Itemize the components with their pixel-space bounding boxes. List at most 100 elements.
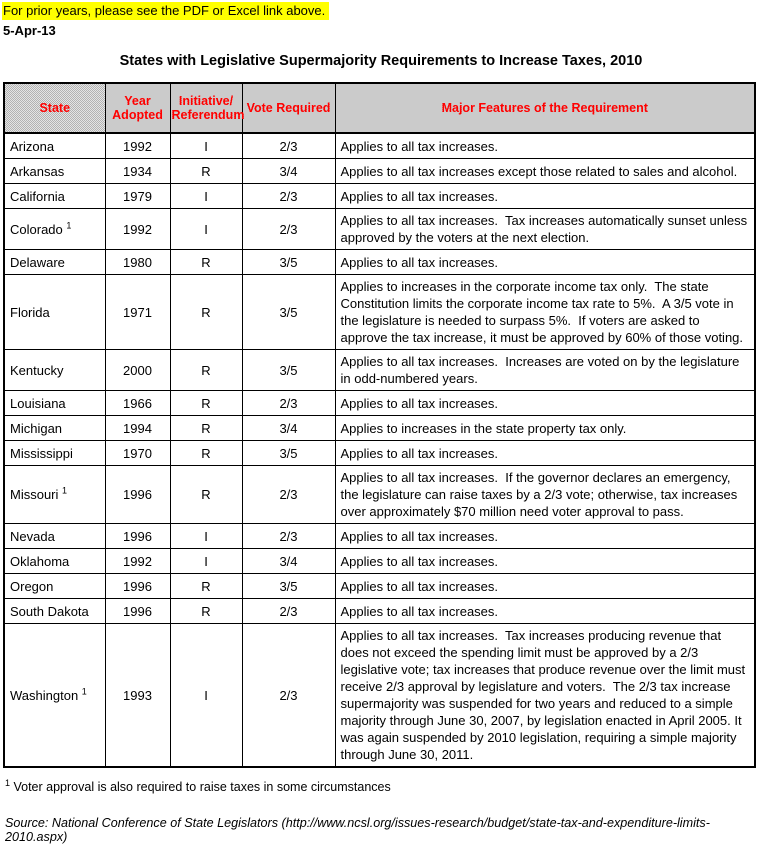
initiative-referendum-cell: R [169, 440, 243, 466]
table-row: Washington 1 1993 I 2/3 Applies to all tax i… [3, 623, 756, 768]
major-features-cell: Applies to all tax increases. [334, 548, 756, 574]
vote-required-cell: 3/4 [241, 158, 336, 184]
year-adopted-cell: 1996 [104, 465, 171, 524]
column-header-vote-required: Vote Required [241, 82, 336, 134]
year-adopted-cell: 1996 [104, 523, 171, 549]
vote-required-cell: 3/5 [241, 573, 336, 599]
table-row: South Dakota 1996 R 2/3 Applies to all tax i… [3, 598, 756, 624]
initiative-referendum-cell: I [169, 208, 243, 250]
state-cell: Missouri 1 [3, 465, 106, 524]
table-row: Florida 1971 R 3/5 Applies to increases in t… [3, 274, 756, 350]
major-features-cell: Applies to increases in the corporate in… [334, 274, 756, 350]
major-features-cell: Applies to all tax increases. If the gov… [334, 465, 756, 524]
page-title: States with Legislative Supermajority Re… [119, 53, 643, 69]
table-row: California 1979 I 2/3 Applies to all tax inc… [3, 183, 756, 209]
date-label: 5-Apr-13 [3, 23, 56, 38]
vote-required-cell: 2/3 [241, 523, 336, 549]
year-adopted-cell: 1994 [104, 415, 171, 441]
initiative-referendum-cell: R [169, 349, 243, 391]
state-cell: Arkansas [3, 158, 106, 184]
initiative-referendum-cell: R [169, 465, 243, 524]
vote-required-cell: 3/4 [241, 548, 336, 574]
year-adopted-cell: 1980 [104, 249, 171, 275]
major-features-cell: Applies to all tax increases. Tax increa… [334, 623, 756, 768]
table-row: Colorado 1 1992 I 2/3 Applies to all tax inc… [3, 208, 756, 250]
state-cell: Delaware [3, 249, 106, 275]
state-cell: Florida [3, 274, 106, 350]
state-cell: Oklahoma [3, 548, 106, 574]
table-row: Arizona 1992 I 2/3 Applies to all tax increa… [3, 132, 756, 159]
vote-required-cell: 2/3 [241, 465, 336, 524]
table-row: Louisiana 1966 R 2/3 Applies to all tax incr… [3, 390, 756, 416]
major-features-cell: Applies to all tax increases except thos… [334, 158, 756, 184]
major-features-cell: Applies to all tax increases. [334, 523, 756, 549]
state-cell: Arizona [3, 132, 106, 159]
major-features-cell: Applies to all tax increases. Tax increa… [334, 208, 756, 250]
vote-required-cell: 2/3 [241, 183, 336, 209]
table-row: Delaware 1980 R 3/5 Applies to all tax incre… [3, 249, 756, 275]
initiative-referendum-cell: I [169, 523, 243, 549]
initiative-referendum-cell: I [169, 183, 243, 209]
footnote-marker: 1 [5, 777, 11, 788]
major-features-cell: Applies to all tax increases. [334, 183, 756, 209]
table-header: State Year Adopted Initiative/ Referendu… [3, 82, 756, 134]
table-row: Kentucky 2000 R 3/5 Applies to all tax incre… [3, 349, 756, 391]
vote-required-cell: 3/5 [241, 274, 336, 350]
major-features-cell: Applies to all tax increases. [334, 573, 756, 599]
year-adopted-cell: 1992 [104, 132, 171, 159]
year-adopted-cell: 1966 [104, 390, 171, 416]
table-row: Missouri 1 1996 R 2/3 Applies to all tax inc… [3, 465, 756, 524]
major-features-cell: Applies to increases in the state proper… [334, 415, 756, 441]
year-adopted-cell: 1996 [104, 598, 171, 624]
initiative-referendum-cell: R [169, 158, 243, 184]
state-cell: California [3, 183, 106, 209]
year-adopted-cell: 1992 [104, 208, 171, 250]
state-cell: Colorado 1 [3, 208, 106, 250]
initiative-referendum-cell: I [169, 548, 243, 574]
state-cell: Kentucky [3, 349, 106, 391]
vote-required-cell: 2/3 [241, 598, 336, 624]
state-cell: Mississippi [3, 440, 106, 466]
vote-required-cell: 2/3 [241, 208, 336, 250]
vote-required-cell: 3/4 [241, 415, 336, 441]
state-cell: Nevada [3, 523, 106, 549]
year-adopted-cell: 1971 [104, 274, 171, 350]
footnote-text: Voter approval is also required to raise… [10, 780, 391, 794]
state-cell: Washington 1 [3, 623, 106, 768]
vote-required-cell: 3/5 [241, 349, 336, 391]
initiative-referendum-cell: R [169, 415, 243, 441]
table-header-row: State Year Adopted Initiative/ Referendu… [3, 82, 756, 134]
state-cell: Michigan [3, 415, 106, 441]
footnote-reference: 1 [66, 220, 72, 231]
column-header-initiative-referendum: Initiative/ Referendum [169, 82, 244, 134]
column-header-year-adopted: Year Adopted [104, 82, 171, 134]
year-adopted-cell: 1993 [104, 623, 171, 768]
table-row: Michigan 1994 R 3/4 Applies to increases in … [3, 415, 756, 441]
table-row: Oklahoma 1992 I 3/4 Applies to all tax incre… [3, 548, 756, 574]
year-adopted-cell: 1934 [104, 158, 171, 184]
initiative-referendum-cell: R [169, 390, 243, 416]
vote-required-cell: 3/5 [241, 249, 336, 275]
year-adopted-cell: 1970 [104, 440, 171, 466]
year-adopted-cell: 1992 [104, 548, 171, 574]
major-features-cell: Applies to all tax increases. [334, 249, 756, 275]
table-row: Mississippi 1970 R 3/5 Applies to all tax in… [3, 440, 756, 466]
vote-required-cell: 3/5 [241, 440, 336, 466]
year-adopted-cell: 1979 [104, 183, 171, 209]
vote-required-cell: 2/3 [241, 132, 336, 159]
table-body: Arizona 1992 I 2/3 Applies to all tax increa… [3, 132, 756, 768]
column-header-state: State [3, 82, 106, 134]
initiative-referendum-cell: R [169, 249, 243, 275]
initiative-referendum-cell: R [169, 573, 243, 599]
initiative-referendum-cell: R [169, 598, 243, 624]
major-features-cell: Applies to all tax increases. Increases … [334, 349, 756, 391]
table-row: Arkansas 1934 R 3/4 Applies to all tax incre… [3, 158, 756, 184]
footnote-reference: 1 [81, 686, 87, 697]
vote-required-cell: 2/3 [241, 390, 336, 416]
year-adopted-cell: 2000 [104, 349, 171, 391]
prior-years-note: For prior years, please see the PDF or E… [2, 2, 330, 20]
footnote: 1 Voter approval is also required to rai… [5, 777, 760, 794]
column-header-major-features: Major Features of the Requirement [334, 82, 756, 134]
state-cell: Oregon [3, 573, 106, 599]
